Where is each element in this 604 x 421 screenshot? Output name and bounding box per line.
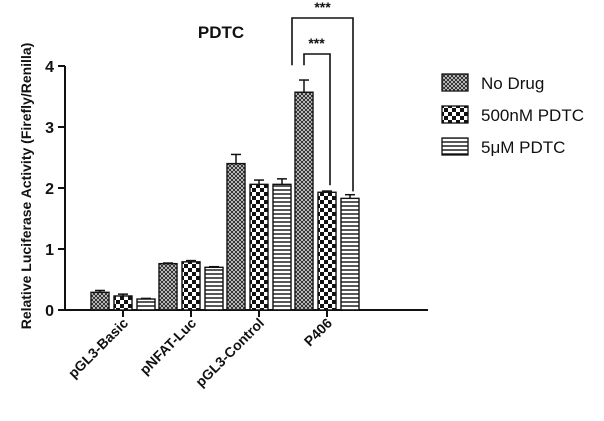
significance-brackets: *** *** bbox=[291, 0, 354, 192]
significance-bracket-500nm bbox=[303, 53, 331, 186]
y-tick-label-0: 0 bbox=[45, 303, 54, 320]
legend-swatch-500nm-pdtc bbox=[441, 105, 469, 124]
significance-bracket-5um bbox=[291, 17, 354, 192]
legend-item-500nm-pdtc: 500nM PDTC bbox=[441, 105, 584, 125]
x-tick-label-pnfat-luc: pNFAT-Luc bbox=[136, 315, 199, 378]
legend-swatch-no-drug bbox=[441, 73, 469, 92]
bar-pgl3-control-5-m-pdtc bbox=[272, 183, 292, 311]
bars bbox=[90, 91, 360, 311]
legend-item-no-drug: No Drug bbox=[441, 73, 544, 93]
bar-pgl3-basic-no-drug bbox=[90, 291, 110, 311]
bar-pgl3-control-no-drug bbox=[226, 162, 246, 311]
x-tick-label-p406: P406 bbox=[301, 315, 336, 350]
bar-pnfat-luc-5-m-pdtc bbox=[204, 266, 224, 311]
y-tick-label-4: 4 bbox=[45, 59, 54, 76]
y-axis-label: Relative Luciferase Activity (Firefly/Re… bbox=[18, 43, 34, 330]
legend: No Drug 500nM PDTC 5μM PDTC bbox=[441, 73, 584, 157]
legend-label-no-drug: No Drug bbox=[481, 74, 544, 93]
bar-p406-5-m-pdtc bbox=[340, 197, 360, 311]
y-tick-label-3: 3 bbox=[45, 120, 54, 137]
y-tick-label-2: 2 bbox=[45, 181, 54, 198]
significance-label-5um: *** bbox=[314, 0, 331, 15]
y-axis: 0 1 2 3 4 bbox=[45, 59, 66, 320]
y-tick-label-1: 1 bbox=[45, 242, 54, 259]
legend-swatch-5um-pdtc bbox=[441, 137, 469, 156]
bar-pgl3-basic-5-m-pdtc bbox=[136, 298, 156, 311]
significance-label-500nm: *** bbox=[308, 35, 325, 51]
error-bars bbox=[95, 79, 355, 300]
legend-label-5um-pdtc: 5μM PDTC bbox=[481, 138, 565, 157]
y-ticks: 0 1 2 3 4 bbox=[45, 59, 65, 320]
legend-item-5um-pdtc: 5μM PDTC bbox=[441, 137, 565, 157]
chart-title: PDTC bbox=[198, 23, 244, 42]
x-tick-label-pgl3-control: pGL3-Control bbox=[192, 315, 267, 390]
bar-p406-no-drug bbox=[294, 91, 314, 311]
bar-pgl3-control-500nm-pdtc bbox=[249, 183, 269, 311]
x-tick-label-pgl3-basic: pGL3-Basic bbox=[65, 315, 131, 381]
bar-pnfat-luc-500nm-pdtc bbox=[181, 261, 201, 311]
bar-pgl3-basic-500nm-pdtc bbox=[113, 295, 133, 311]
legend-label-500nm-pdtc: 500nM PDTC bbox=[481, 106, 584, 125]
bar-pnfat-luc-no-drug bbox=[158, 262, 178, 311]
bar-p406-500nm-pdtc bbox=[317, 191, 337, 311]
